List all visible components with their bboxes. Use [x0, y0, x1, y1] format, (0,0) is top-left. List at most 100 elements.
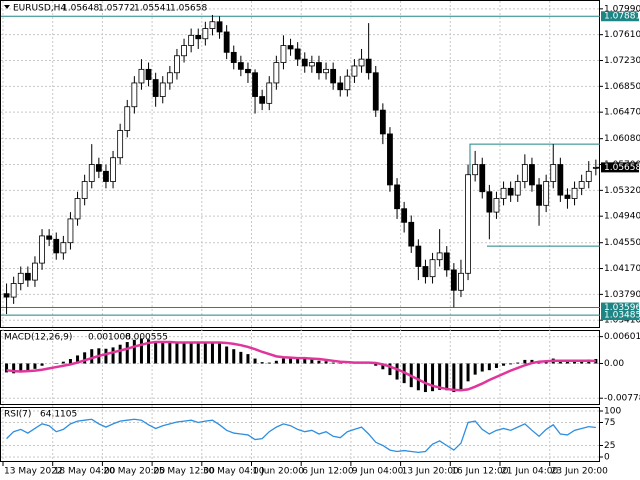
- symbol-menu-icon[interactable]: [4, 5, 10, 9]
- macd-bar: [40, 363, 44, 366]
- candle-body: [323, 68, 329, 74]
- y-tick-label: 1.04550: [604, 238, 640, 248]
- level-label: 1.07881: [604, 12, 640, 22]
- candle-body: [415, 245, 422, 267]
- candle-body: [145, 68, 152, 80]
- macd-bar: [239, 351, 243, 364]
- x-tick-label: 30 May 04:00: [203, 467, 265, 477]
- candle-body: [245, 68, 251, 74]
- candle-body: [564, 194, 571, 199]
- macd-bar: [83, 352, 87, 364]
- level-label-bg: [601, 302, 639, 313]
- candle-body: [273, 62, 280, 84]
- macd-bar: [516, 362, 520, 364]
- macd-bar: [5, 363, 9, 373]
- macd-bar: [274, 360, 278, 364]
- candle-body: [358, 58, 365, 67]
- y-tick-label: 1.07990: [604, 4, 640, 14]
- macd-bar: [473, 363, 477, 375]
- candle-body: [571, 187, 578, 199]
- candle-body: [486, 191, 493, 213]
- candle-body: [557, 164, 564, 196]
- macd-bar: [431, 363, 435, 392]
- candle-body: [330, 68, 337, 84]
- macd-main-value: 0.001008: [88, 333, 131, 343]
- macd-bar: [218, 343, 222, 364]
- candle-body: [308, 62, 315, 67]
- macd-bar: [487, 363, 491, 371]
- candle-body: [252, 72, 258, 97]
- macd-panel: [0, 330, 600, 405]
- y-tick-label: 75: [604, 418, 615, 428]
- y-tick-label: 1.04170: [604, 264, 640, 274]
- y-tick-label: 1.03410: [604, 316, 640, 326]
- macd-bar: [459, 363, 463, 391]
- level-label: 1.03485: [604, 311, 640, 321]
- candle-body: [458, 272, 464, 291]
- macd-bar: [111, 347, 115, 364]
- rsi-line: [6, 418, 596, 454]
- macd-bar: [12, 363, 16, 374]
- macd-bar: [530, 359, 534, 364]
- x-tick-label: 9 Jun 04:00: [352, 467, 404, 477]
- candle-body: [237, 62, 244, 70]
- macd-bar: [232, 349, 236, 364]
- candle-body: [131, 82, 138, 108]
- candle-body: [24, 272, 31, 281]
- macd-bar: [445, 363, 449, 391]
- ohlc-open: 1.05648: [62, 4, 99, 14]
- candle-body: [195, 34, 202, 40]
- candle-body: [351, 65, 358, 77]
- candle-body: [74, 198, 81, 220]
- candle-body: [10, 283, 17, 298]
- macd-bar: [225, 346, 229, 364]
- macd-title: MACD(12,26,9): [4, 333, 72, 343]
- candle-body: [188, 34, 195, 46]
- candle-body: [103, 170, 109, 182]
- macd-bar: [76, 355, 80, 364]
- y-tick-label: 1.07230: [604, 56, 640, 66]
- y-tick-label: 1.07610: [604, 30, 640, 40]
- macd-bar: [246, 354, 250, 364]
- candle-body: [536, 184, 542, 206]
- y-tick-label: 1.04940: [604, 212, 640, 222]
- candle-body: [216, 21, 223, 33]
- macd-bar: [594, 358, 598, 364]
- y-tick-label: 1.06470: [604, 108, 640, 118]
- candle-body: [387, 133, 393, 186]
- x-tick-label: 18 May 04:00: [54, 467, 116, 477]
- candle-body: [521, 164, 528, 182]
- macd-bar: [68, 359, 72, 364]
- y-tick-label: 1.06080: [604, 134, 640, 144]
- macd-bar: [168, 342, 172, 364]
- candle-body: [17, 272, 24, 284]
- candle-body: [39, 235, 45, 264]
- macd-bar: [310, 359, 314, 364]
- rsi-value: 64.1105: [40, 410, 77, 420]
- y-tick-label: 25: [604, 441, 615, 451]
- candle-body: [259, 96, 266, 104]
- macd-bar: [317, 360, 321, 364]
- candle-body: [174, 55, 180, 74]
- macd-bar: [466, 363, 470, 382]
- candle-body: [230, 51, 237, 63]
- candle-body: [436, 252, 443, 261]
- candle-body: [159, 82, 166, 97]
- candle-body: [95, 164, 102, 172]
- candle-body: [550, 164, 557, 182]
- macd-bar: [182, 342, 186, 364]
- macd-bar: [203, 342, 207, 364]
- candle-body: [60, 242, 67, 254]
- candle-body: [365, 58, 372, 74]
- candle-body: [578, 181, 585, 189]
- candle-body: [67, 218, 74, 244]
- macd-bar: [210, 342, 214, 364]
- candle-body: [585, 170, 592, 182]
- candle-body: [344, 75, 351, 91]
- y-tick-label: 1.05320: [604, 186, 640, 196]
- macd-bar: [281, 358, 285, 364]
- y-tick-label: 0: [604, 453, 610, 463]
- x-tick-label: 25 May 12:00: [153, 467, 215, 477]
- y-tick-label: 1.06850: [604, 82, 640, 92]
